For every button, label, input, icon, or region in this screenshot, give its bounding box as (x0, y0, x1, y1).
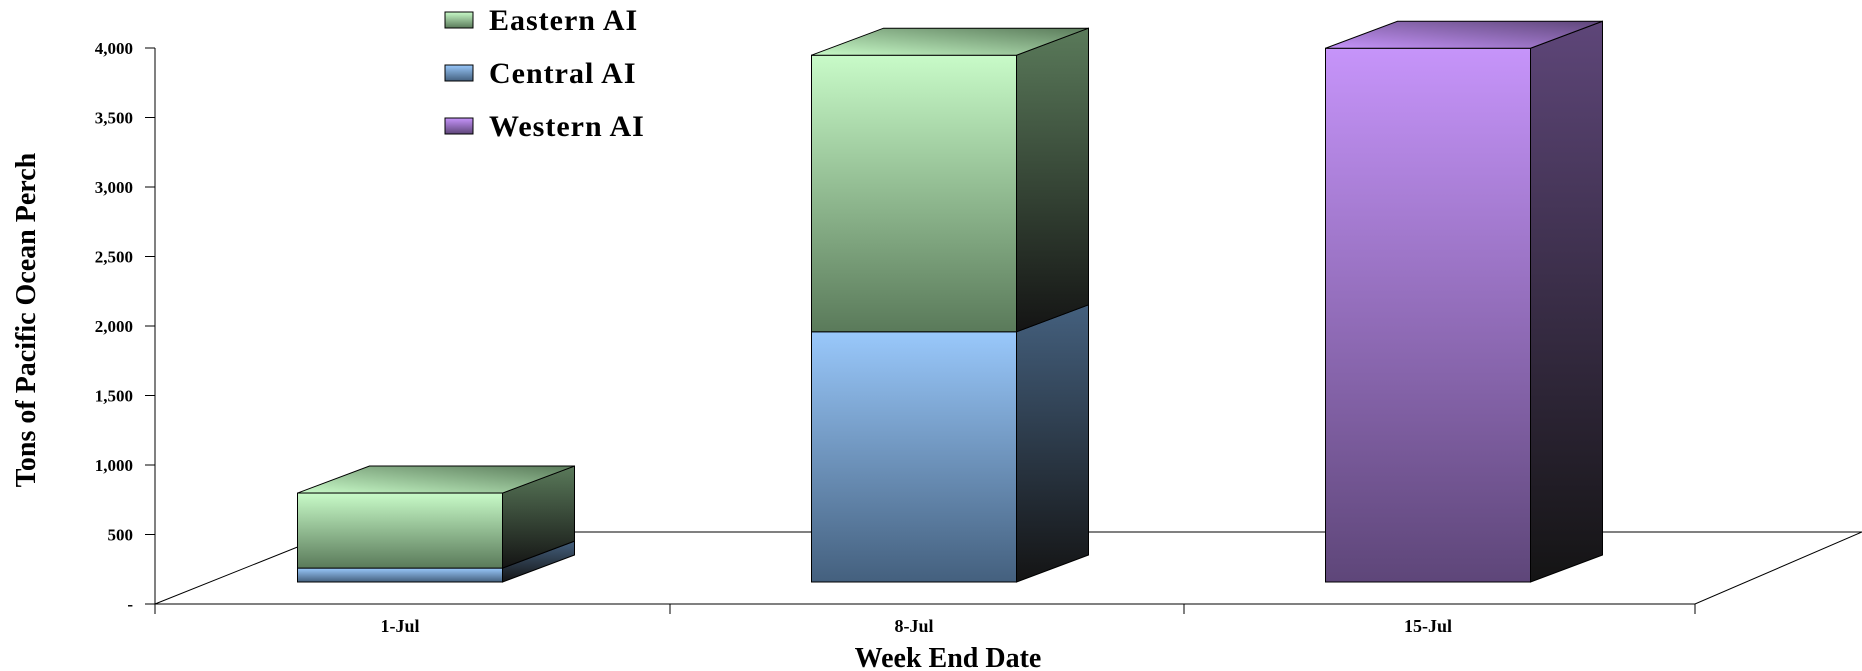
y-tick-label: - (127, 595, 133, 614)
bar-segment (297, 465, 575, 569)
bar-segment (811, 27, 1089, 333)
x-tick-label: 8-Jul (894, 616, 933, 636)
y-tick-label: 4,000 (95, 39, 133, 58)
bar-front (1325, 47, 1531, 583)
bar-front (297, 567, 503, 583)
legend-swatch (444, 117, 474, 135)
bar-front (297, 492, 503, 569)
legend-item: Western AI (444, 110, 645, 143)
x-tick-label: 15-Jul (1404, 616, 1452, 636)
y-tick-label: 2,500 (95, 248, 133, 267)
legend: Eastern AI Central AI Western AI (444, 4, 645, 143)
legend-swatch (444, 64, 474, 82)
y-tick-label: 1,500 (95, 387, 133, 406)
labels: - 500 1,000 1,500 2,000 2,500 3,000 3,500 4,000 1… (11, 39, 1452, 671)
legend-swatch (444, 11, 474, 29)
y-axis-title: Tons of Pacific Ocean Perch (11, 152, 42, 487)
y-tick-label: 1,000 (95, 456, 133, 475)
axes (145, 47, 1862, 614)
legend-label: Central AI (489, 57, 637, 90)
legend-item: Eastern AI (444, 4, 638, 37)
y-tick-label: 2,000 (95, 317, 133, 336)
bar-side (1016, 304, 1089, 583)
x-tick-label: 1-Jul (380, 616, 419, 636)
bar-side (1016, 27, 1089, 333)
x-axis-title: Week End Date (855, 643, 1042, 671)
bar-side (1530, 20, 1603, 583)
bar-front (811, 331, 1017, 583)
y-tick-label: 3,000 (95, 178, 133, 197)
bar-front (811, 54, 1017, 333)
bar-top (811, 27, 1089, 56)
legend-item: Central AI (444, 57, 637, 90)
bar-top (1325, 20, 1603, 49)
legend-label: Western AI (489, 110, 645, 143)
y-tick-label: 500 (108, 526, 134, 545)
bar-top (297, 465, 575, 494)
legend-label: Eastern AI (489, 4, 638, 37)
bar-segment (811, 304, 1089, 583)
bar-segment (1325, 20, 1603, 583)
y-tick-label: 3,500 (95, 109, 133, 128)
bars (297, 20, 1603, 583)
